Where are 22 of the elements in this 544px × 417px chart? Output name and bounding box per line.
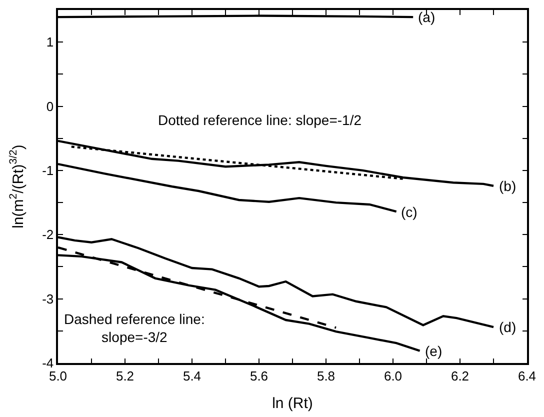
series-label: (c) [401, 204, 418, 220]
x-tick-label: 5.4 [182, 368, 202, 384]
x-tick-label: 5.0 [48, 368, 68, 384]
x-tick-label: 6.4 [518, 368, 536, 384]
legend-label: (a) [418, 9, 436, 25]
annotation: Dotted reference line: slope=-1/2 [158, 112, 362, 128]
x-tick-label: 5.8 [316, 368, 336, 384]
x-tick-label: 5.6 [250, 368, 268, 384]
x-tick-label: 5.2 [116, 368, 134, 384]
y-tick-label: -1 [42, 163, 54, 178]
x-tick-label: 6.2 [450, 368, 470, 384]
legend-label: (d) [499, 319, 516, 335]
x-tick-label: 6.0 [384, 368, 402, 384]
series-label: (b) [499, 178, 516, 194]
y-tick-label: -3 [42, 291, 54, 306]
x-axis-title: ln (Rt) [272, 394, 313, 412]
y-tick-label: -4 [42, 356, 54, 371]
y-tick-label: -2 [42, 227, 54, 242]
y-tick-label: 0 [46, 98, 54, 114]
y-tick-label: 1 [46, 34, 54, 50]
series-label: (e) [425, 343, 442, 359]
annotation: Dashed reference line: slope=-3/2 [64, 311, 205, 346]
